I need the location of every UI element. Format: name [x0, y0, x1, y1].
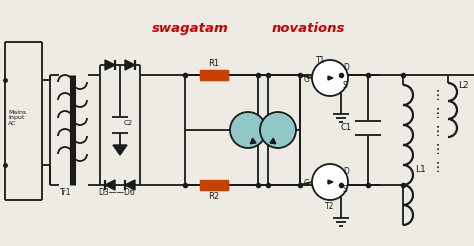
Text: swagatam: swagatam: [152, 22, 229, 35]
Polygon shape: [270, 138, 276, 144]
Circle shape: [312, 60, 348, 96]
Text: Mains
Input
AC: Mains Input AC: [8, 110, 26, 126]
Text: L2: L2: [458, 80, 469, 90]
Polygon shape: [105, 180, 115, 190]
Bar: [200, 70, 228, 80]
Text: novations: novations: [272, 22, 346, 35]
Text: G: G: [304, 180, 310, 188]
Text: S: S: [343, 80, 348, 90]
Text: C1: C1: [341, 123, 352, 133]
Text: D3——D6: D3——D6: [98, 188, 135, 197]
Circle shape: [260, 112, 296, 148]
Polygon shape: [328, 180, 333, 184]
Text: D: D: [343, 62, 349, 72]
Text: R2: R2: [209, 192, 219, 201]
Circle shape: [312, 164, 348, 200]
Text: G: G: [304, 76, 310, 84]
Polygon shape: [125, 180, 135, 190]
Text: T1: T1: [316, 56, 325, 65]
Polygon shape: [105, 60, 115, 70]
Polygon shape: [125, 60, 135, 70]
Text: D: D: [343, 167, 349, 175]
Polygon shape: [328, 76, 333, 80]
Text: R1: R1: [209, 59, 219, 68]
Text: L1: L1: [415, 166, 426, 174]
Text: T2: T2: [325, 202, 334, 211]
Text: Tr1: Tr1: [60, 188, 72, 197]
Text: C2: C2: [124, 120, 133, 126]
Bar: [200, 180, 228, 190]
Text: S: S: [343, 184, 348, 194]
Polygon shape: [113, 145, 127, 155]
Polygon shape: [250, 138, 256, 144]
Circle shape: [230, 112, 266, 148]
